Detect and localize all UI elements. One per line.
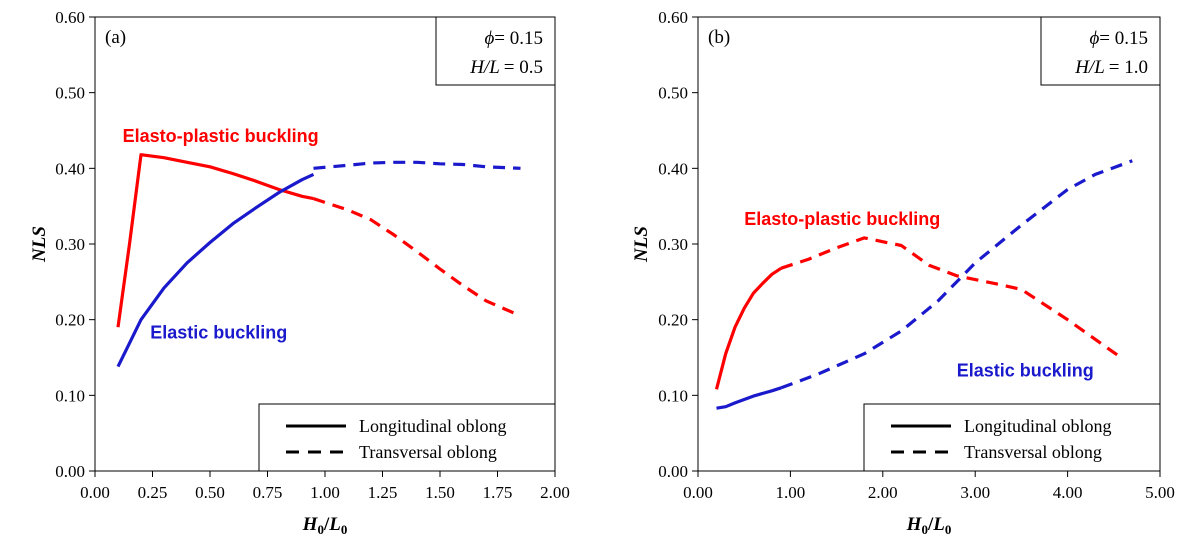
y-axis-label: NLS: [631, 226, 652, 263]
x-tick-label: 5.00: [1145, 483, 1175, 502]
x-axis-label-main: H: [302, 514, 319, 535]
panel-label: (a): [105, 27, 126, 48]
y-tick-label: 0.30: [658, 235, 688, 254]
legend-box: [258, 403, 556, 472]
elasto-plastic-dashed-line: [312, 197, 522, 318]
x-tick-label: 0.75: [253, 483, 283, 502]
y-tick-label: 0.00: [658, 462, 688, 481]
info-ratio: H/L = 0.5: [469, 57, 543, 78]
x-axis-label-main2: L: [932, 514, 945, 535]
elastic-dashed-line: [780, 159, 1133, 390]
elasto-plastic-solid-line: [116, 153, 314, 328]
y-tick-label: 0.60: [55, 8, 85, 27]
x-tick-label: 3.00: [960, 483, 990, 502]
x-tick-label: 1.00: [310, 483, 340, 502]
y-tick-label: 0.30: [55, 235, 85, 254]
x-axis-label-sub2: 0: [341, 522, 348, 537]
info-ratio-value: = 0.5: [504, 57, 543, 78]
x-axis-label-main: H: [906, 514, 923, 535]
info-phi-symbol: ϕ: [1089, 28, 1099, 49]
elasto-plastic-solid-line: [714, 266, 783, 390]
info-box: [1040, 16, 1161, 86]
x-tick-label: 0.50: [195, 483, 225, 502]
x-axis-label-sub: 0: [921, 522, 928, 537]
legend-box: [863, 403, 1161, 472]
legend-dashed-label: Transversal oblong: [964, 442, 1102, 462]
x-tick-label: 1.00: [776, 483, 806, 502]
info-ratio: H/L = 1.0: [1074, 57, 1148, 78]
x-axis-label-slash: /: [323, 514, 330, 535]
annotation-label: Elasto-plastic buckling: [744, 209, 940, 229]
chart-panel-1: 0.00 0.10 0.20 0.30 0.40 0.50 0.60 0.00 0.25 0.50…: [29, 8, 570, 537]
y-tick-label: 0.20: [55, 311, 85, 330]
elastic-dashed-line: [313, 160, 521, 170]
x-tick-label: 0.00: [80, 483, 110, 502]
info-phi: ϕ= 0.15: [484, 28, 543, 49]
x-tick-label: 1.25: [368, 483, 398, 502]
x-tick-label: 0.25: [138, 483, 168, 502]
x-tick-label: 1.50: [425, 483, 455, 502]
info-phi-value: = 0.15: [494, 28, 543, 49]
panel-label: (b): [708, 27, 730, 48]
x-tick-label: 1.75: [483, 483, 513, 502]
info-ratio-label: H/L: [1074, 57, 1105, 78]
y-tick-label: 0.20: [658, 311, 688, 330]
annotation-label: Elasto-plastic buckling: [123, 126, 319, 146]
y-tick-label: 0.40: [55, 159, 85, 178]
elastic-solid-line: [116, 172, 315, 368]
info-ratio-value: = 1.0: [1109, 57, 1148, 78]
info-phi: ϕ= 0.15: [1089, 28, 1148, 49]
x-axis-label-slash: /: [927, 514, 934, 535]
elastic-solid-line: [716, 386, 782, 410]
y-tick-label: 0.50: [55, 84, 85, 103]
legend-solid-label: Longitudinal oblong: [359, 416, 507, 436]
x-tick-label: 4.00: [1053, 483, 1083, 502]
y-tick-label: 0.60: [658, 8, 688, 27]
y-tick-label: 0.40: [658, 159, 688, 178]
info-box: [435, 16, 556, 86]
x-axis-label-sub2: 0: [945, 522, 952, 537]
annotation-label: Elastic buckling: [150, 323, 287, 343]
x-tick-label: 0.00: [683, 483, 713, 502]
x-tick-label: 2.00: [540, 483, 570, 502]
x-axis-label-main2: L: [328, 514, 341, 535]
y-tick-label: 0.00: [55, 462, 85, 481]
info-ratio-label: H/L: [469, 57, 500, 78]
chart-panel-2: 0.00 0.10 0.20 0.30 0.40 0.50 0.60 0.00 1.00 2.00…: [631, 8, 1175, 537]
info-phi-value: = 0.15: [1099, 28, 1148, 49]
y-tick-label: 0.10: [658, 386, 688, 405]
annotation-label: Elastic buckling: [957, 360, 1094, 380]
x-tick-label: 2.00: [868, 483, 898, 502]
y-axis-label: NLS: [29, 226, 50, 263]
y-tick-label: 0.10: [55, 386, 85, 405]
info-phi-symbol: ϕ: [484, 28, 494, 49]
x-axis-label: H0/L0: [302, 514, 348, 537]
x-axis-label: H0/L0: [906, 514, 952, 537]
legend-dashed-label: Transversal oblong: [359, 442, 497, 462]
elasto-plastic-dashed-line: [780, 236, 1124, 361]
x-axis-label-sub: 0: [317, 522, 324, 537]
y-tick-label: 0.50: [658, 84, 688, 103]
legend-solid-label: Longitudinal oblong: [964, 416, 1112, 436]
